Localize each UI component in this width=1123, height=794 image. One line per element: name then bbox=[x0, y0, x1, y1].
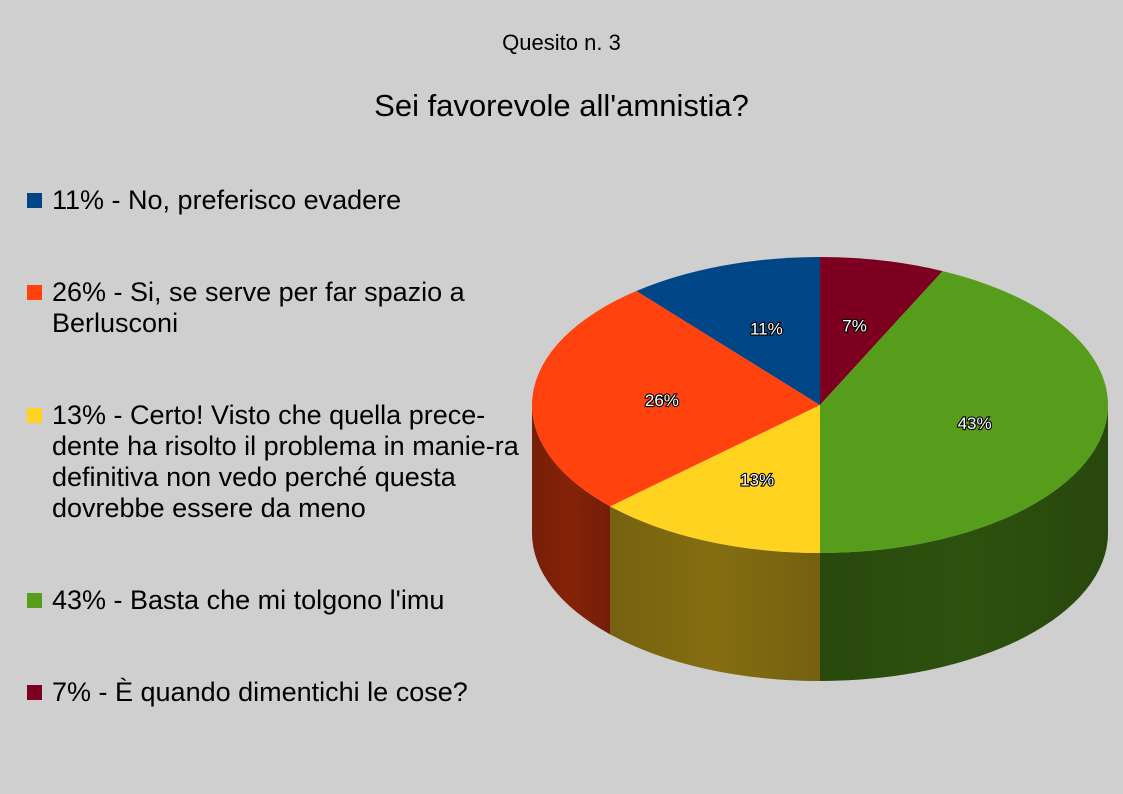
legend-item: 7% - È quando dimentichi le cose? bbox=[27, 677, 522, 708]
pie-data-label: 26% bbox=[645, 391, 679, 410]
chart-supertitle: Quesito n. 3 bbox=[502, 30, 621, 55]
legend-item: 26% - Si, se serve per far spazio a Berl… bbox=[27, 277, 522, 339]
legend-label: 43% - Basta che mi tolgono l'imu bbox=[52, 585, 445, 615]
pie-data-label: 11% bbox=[750, 319, 783, 338]
pie-slice bbox=[820, 271, 1108, 553]
pie-sides bbox=[532, 405, 1108, 681]
legend-label: 13% - Certo! Visto che quella prece-dent… bbox=[52, 400, 519, 523]
pie-slice bbox=[532, 290, 820, 507]
pie-data-label: 13% bbox=[740, 471, 774, 490]
pie-side-shade bbox=[610, 506, 820, 681]
legend-swatch bbox=[27, 285, 42, 300]
pie-side-shade bbox=[820, 405, 1108, 681]
legend-label: 7% - È quando dimentichi le cose? bbox=[52, 677, 468, 707]
legend-swatch bbox=[27, 408, 42, 423]
pie-data-label: 43% bbox=[958, 414, 992, 433]
pie-slice bbox=[820, 257, 943, 405]
legend-label: 26% - Si, se serve per far spazio a Berl… bbox=[52, 277, 465, 338]
pie-slice bbox=[636, 257, 820, 405]
legend-swatch bbox=[27, 593, 42, 608]
pie-data-label: 7% bbox=[842, 317, 867, 336]
legend-swatch bbox=[27, 685, 42, 700]
pie-side-shade bbox=[532, 405, 611, 635]
pie-labels: 7% 43% 13% 26% 11% bbox=[644, 315, 993, 490]
pie-tops bbox=[532, 257, 1108, 553]
chart-title: Sei favorevole all'amnistia? bbox=[374, 88, 749, 123]
legend-item: 43% - Basta che mi tolgono l'imu bbox=[27, 585, 522, 616]
legend-item: 13% - Certo! Visto che quella prece-dent… bbox=[27, 400, 522, 524]
pie-slice bbox=[610, 405, 820, 553]
legend-item: 11% - No, preferisco evadere bbox=[27, 185, 522, 216]
legend-swatch bbox=[27, 193, 42, 208]
legend-label: 11% - No, preferisco evadere bbox=[52, 185, 402, 215]
